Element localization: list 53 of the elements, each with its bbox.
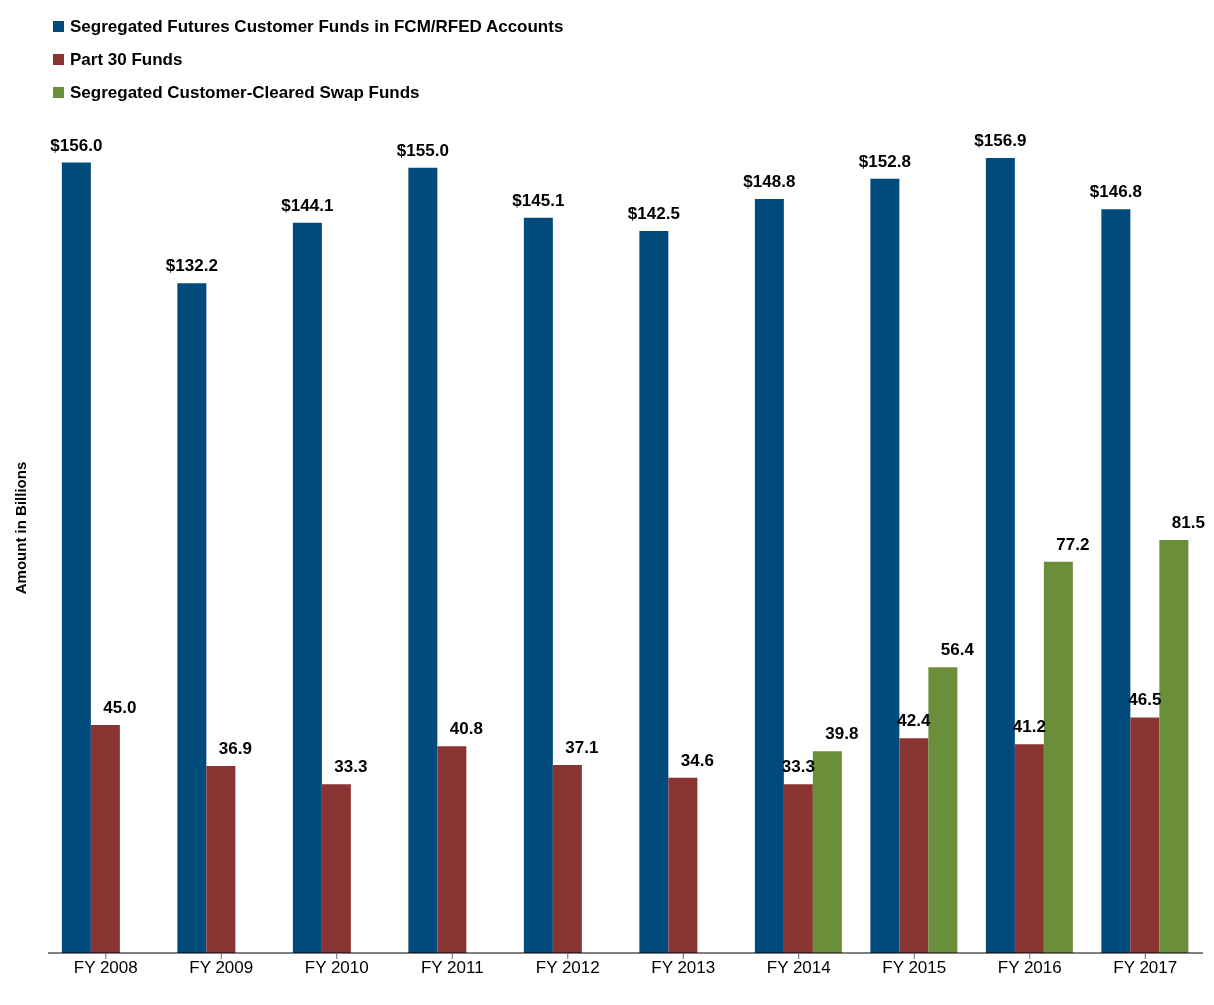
bar: [408, 167, 438, 953]
data-label: 34.6: [680, 750, 714, 770]
bar: [523, 217, 553, 953]
x-tick-label: FY 2015: [882, 958, 947, 978]
x-tick-label: FY 2013: [651, 958, 716, 978]
data-label: $155.0: [396, 140, 449, 160]
data-label: 56.4: [940, 640, 975, 660]
data-label: $144.1: [281, 195, 334, 215]
x-tick-label: FY 2011: [420, 958, 484, 978]
data-label: 36.9: [218, 739, 252, 759]
bar: [783, 784, 813, 953]
data-label: 45.0: [103, 697, 137, 717]
x-tick-label: FY 2010: [304, 958, 369, 978]
data-label: 33.3: [334, 757, 368, 777]
y-axis-title: Amount in Billions: [11, 461, 29, 595]
legend-label: Part 30 Funds: [70, 49, 183, 70]
data-label: 37.1: [565, 738, 599, 758]
x-tick-label: FY 2009: [189, 958, 254, 978]
bar: [899, 738, 929, 953]
data-label: $142.5: [627, 203, 680, 223]
bar: [1130, 717, 1160, 953]
bar: [61, 162, 91, 953]
bar: [552, 765, 582, 953]
bar: [639, 230, 669, 953]
bar: [668, 777, 698, 953]
bar: [177, 283, 207, 953]
x-tick-label: FY 2017: [1113, 958, 1178, 978]
bar: [90, 724, 120, 953]
x-tick-label: FY 2016: [997, 958, 1062, 978]
x-tick-label: FY 2012: [535, 958, 600, 978]
data-label: $148.8: [743, 172, 796, 192]
data-label: $156.0: [50, 135, 103, 155]
data-label: $146.8: [1089, 182, 1142, 202]
bar: [437, 746, 467, 953]
x-tick-label: FY 2014: [766, 958, 831, 978]
data-label: 77.2: [1056, 534, 1090, 554]
data-label: $156.9: [974, 131, 1027, 150]
data-label: $132.2: [165, 256, 218, 276]
bar: [206, 766, 236, 953]
data-label: 39.8: [825, 724, 859, 744]
x-tick-label: FY 2008: [73, 958, 138, 978]
data-label: $145.1: [512, 190, 565, 210]
bar: [985, 158, 1015, 953]
bar: [754, 199, 784, 953]
bar: [1014, 744, 1044, 953]
legend-label: Segregated Customer-Cleared Swap Funds: [70, 82, 420, 103]
data-label: 40.8: [449, 719, 483, 739]
data-label: $152.8: [858, 151, 911, 171]
bar: [321, 784, 351, 953]
legend-label: Segregated Futures Customer Funds in FCM/RFED Accounts: [70, 16, 564, 37]
bar: [292, 222, 322, 953]
data-label: 81.5: [1171, 513, 1205, 533]
bar: [1159, 540, 1189, 953]
